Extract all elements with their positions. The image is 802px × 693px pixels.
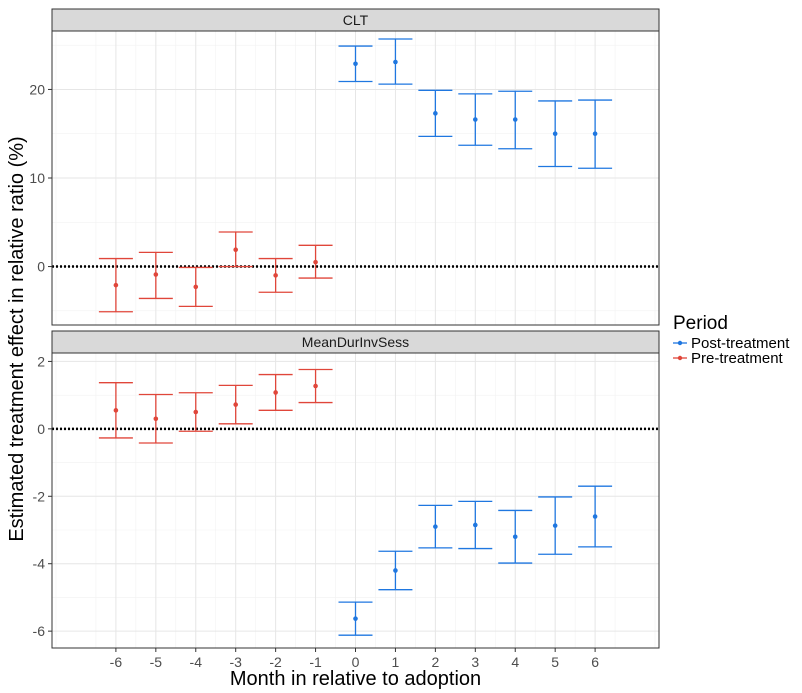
y-tick-label: 20 <box>29 81 45 97</box>
estimate-point <box>353 616 358 621</box>
error-bar-point <box>298 244 333 279</box>
legend-label-post-treatment: Post-treatment <box>691 335 790 352</box>
legend-key-point <box>677 355 683 361</box>
estimate-point <box>592 514 598 519</box>
estimate-point <box>153 416 159 422</box>
estimate-point <box>552 523 558 528</box>
x-tick-label: -6 <box>110 654 123 670</box>
estimate-point <box>313 259 318 265</box>
error-bar-point <box>98 382 133 439</box>
x-tick-label: 4 <box>511 654 519 670</box>
error-bar-point <box>578 99 613 169</box>
error-bar-point <box>338 601 373 636</box>
estimate-point <box>552 131 558 137</box>
x-axis-title: Month in relative to adoption <box>230 668 481 690</box>
x-tick-label: -3 <box>229 654 242 670</box>
legend-entry-post-treatment: Post-treatment <box>673 335 790 352</box>
panel-meandurinvsess: MeanDurInvSess -6 -4 -2 0 2 <box>33 330 660 649</box>
estimate-point <box>273 390 278 395</box>
y-tick-label: -4 <box>33 556 46 572</box>
error-bar-point <box>538 100 573 168</box>
x-tick-label: 6 <box>591 654 599 670</box>
error-bar-point <box>418 504 453 549</box>
panel-meandurinvsess-title: MeanDurInvSess <box>302 334 409 350</box>
x-tick-label: -2 <box>269 654 282 670</box>
error-bar-point <box>578 485 613 548</box>
y-tick-label: -6 <box>33 623 46 639</box>
estimate-point <box>592 131 598 137</box>
estimate-point <box>512 534 518 540</box>
panel-clt-marks <box>98 38 613 313</box>
estimate-point <box>393 568 398 573</box>
error-bar-point <box>498 509 533 564</box>
error-bar-point <box>218 231 253 268</box>
error-bar-point <box>458 500 493 550</box>
panel-clt-title: CLT <box>343 12 369 28</box>
panel-clt: CLT 0 10 20 <box>29 8 660 326</box>
error-bar-point <box>458 93 493 146</box>
error-bar-point <box>98 257 133 313</box>
estimate-point <box>512 117 518 122</box>
error-bar-point <box>218 384 253 425</box>
y-axis-title: Estimated treatment effect in relative r… <box>6 136 28 541</box>
estimate-point <box>113 408 119 413</box>
estimate-point <box>393 59 398 65</box>
panel-meandurinvsess-marks <box>98 368 613 636</box>
error-bar-point <box>178 266 213 308</box>
error-bar-point <box>378 550 413 591</box>
estimate-point <box>113 282 119 288</box>
error-bar-point <box>538 496 573 555</box>
error-bar-point <box>338 45 373 83</box>
error-bar-point <box>178 392 213 432</box>
panel-meandurinvsess-y-axis: -6 -4 -2 0 2 <box>33 353 52 639</box>
estimate-point <box>153 272 159 277</box>
x-tick-label: 1 <box>392 654 400 670</box>
error-bar-point <box>298 368 333 404</box>
estimate-point <box>433 111 438 116</box>
estimate-point <box>313 383 318 389</box>
estimate-point <box>473 522 478 528</box>
estimate-point <box>233 247 238 253</box>
estimate-point <box>273 273 278 278</box>
x-tick-label: -5 <box>150 654 163 670</box>
error-bar-point <box>138 393 173 444</box>
legend-title: Period <box>673 313 728 334</box>
x-tick-label: -1 <box>309 654 322 670</box>
x-axis: -6 -5 -4 -3 -2 -1 0 1 2 3 4 5 6 <box>110 648 599 670</box>
legend-key-point <box>677 340 683 346</box>
error-bar-point <box>378 38 413 85</box>
y-tick-label: 0 <box>37 259 45 275</box>
error-bar-point <box>138 251 173 300</box>
estimate-point <box>233 402 238 407</box>
x-tick-label: 5 <box>551 654 559 670</box>
error-bar-point <box>418 89 453 138</box>
panel-clt-y-axis: 0 10 20 <box>29 81 52 275</box>
error-bar-point <box>498 90 533 150</box>
legend-entry-pre-treatment: Pre-treatment <box>673 350 784 367</box>
error-bar-point <box>258 373 293 411</box>
x-tick-label: -4 <box>190 654 203 670</box>
y-tick-label: -2 <box>33 488 46 504</box>
estimate-point <box>433 524 438 529</box>
legend-label-pre-treatment: Pre-treatment <box>691 350 784 367</box>
x-tick-label: 2 <box>431 654 439 670</box>
estimate-point <box>193 409 199 415</box>
x-tick-label: 3 <box>471 654 479 670</box>
estimate-point <box>193 284 199 290</box>
y-tick-label: 0 <box>37 421 45 437</box>
estimate-point <box>473 117 478 122</box>
y-tick-label: 10 <box>29 170 45 186</box>
y-tick-label: 2 <box>37 353 45 369</box>
legend: Period Post-treatment Pre-treatment <box>673 313 790 367</box>
estimate-point <box>353 61 358 67</box>
x-tick-label: 0 <box>352 654 360 670</box>
error-bar-point <box>258 257 293 293</box>
